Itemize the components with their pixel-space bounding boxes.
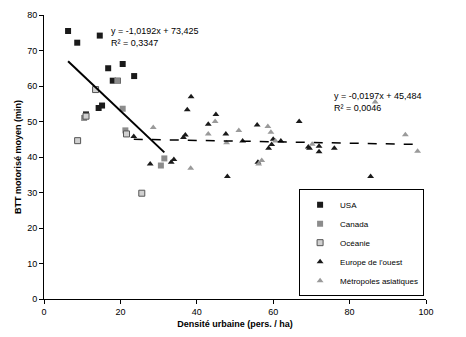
svg-text:Canada: Canada xyxy=(340,220,369,229)
svg-text:30: 30 xyxy=(27,188,37,198)
svg-text:40: 40 xyxy=(192,307,202,317)
svg-text:70: 70 xyxy=(27,46,37,56)
svg-text:20: 20 xyxy=(115,307,125,317)
svg-text:60: 60 xyxy=(27,81,37,91)
svg-text:60: 60 xyxy=(268,307,278,317)
svg-text:100: 100 xyxy=(418,307,433,317)
svg-text:10: 10 xyxy=(27,259,37,269)
svg-text:80: 80 xyxy=(27,10,37,20)
svg-text:BTT motorisé moyen (min): BTT motorisé moyen (min) xyxy=(13,100,23,214)
svg-text:Europe de l'ouest: Europe de l'ouest xyxy=(340,258,403,267)
svg-text:0: 0 xyxy=(41,307,46,317)
svg-text:50: 50 xyxy=(27,117,37,127)
svg-text:Océanie: Océanie xyxy=(340,239,370,248)
svg-text:Densité urbaine (pers. / ha): Densité urbaine (pers. / ha) xyxy=(177,319,293,329)
svg-text:Métropoles asiatiques: Métropoles asiatiques xyxy=(340,277,418,286)
svg-text:0: 0 xyxy=(32,294,37,304)
svg-text:40: 40 xyxy=(27,152,37,162)
svg-text:20: 20 xyxy=(27,223,37,233)
svg-text:80: 80 xyxy=(345,307,355,317)
svg-text:USA: USA xyxy=(340,201,357,210)
svg-text:y = -1,0192x + 73,425R² = 0,33: y = -1,0192x + 73,425R² = 0,3347 xyxy=(111,26,199,48)
svg-text:y = -0,0197x + 45,484R² = 0,00: y = -0,0197x + 45,484R² = 0,0046 xyxy=(334,91,422,113)
